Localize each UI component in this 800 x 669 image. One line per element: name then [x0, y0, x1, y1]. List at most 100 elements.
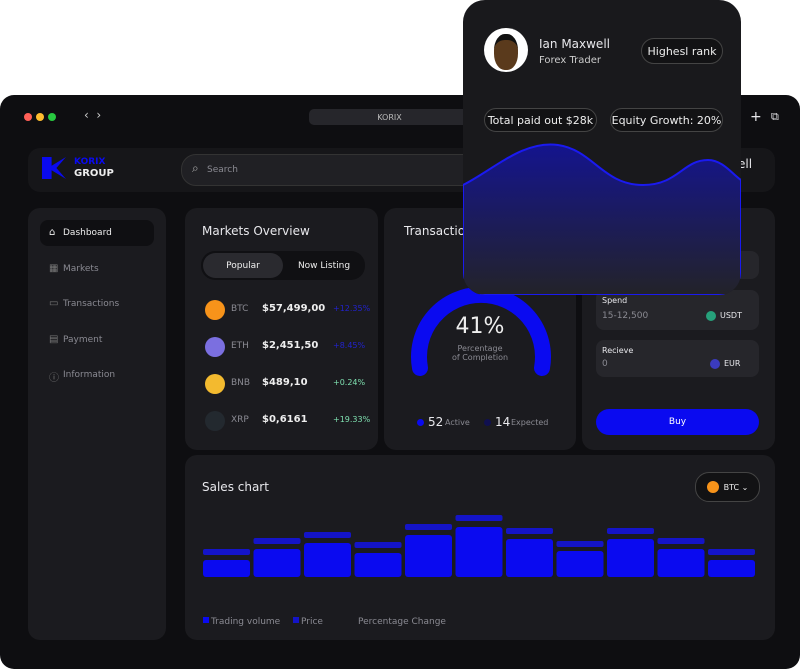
legend-label: Percentage Change	[358, 617, 446, 627]
nav-item[interactable]: Transactions	[63, 299, 120, 309]
maximize-dot[interactable]	[48, 113, 56, 121]
search-placeholder: Search	[207, 165, 238, 175]
nav-icon: ▦	[49, 262, 59, 274]
spend-currency[interactable]: USDT	[720, 311, 742, 320]
receive-value: 0	[602, 359, 608, 369]
volume-bar	[354, 553, 402, 577]
symbol: BTC	[231, 304, 249, 314]
new-tab[interactable]: +	[750, 109, 762, 125]
caption-1: Percentage	[457, 344, 503, 353]
nav-icon: ▭	[49, 298, 59, 309]
tabs[interactable]: ⧉	[771, 110, 779, 123]
back[interactable]: ‹ ›	[84, 108, 102, 122]
expected-dot	[484, 419, 491, 426]
minimize-dot[interactable]	[36, 113, 44, 121]
transactions-title: Transactions	[404, 224, 479, 238]
eur-icon	[710, 359, 720, 369]
receive-box[interactable]: Recieve 0 EUR	[596, 340, 759, 377]
change: +19.33%	[333, 415, 371, 424]
search-box[interactable]: ⌕ Search	[181, 154, 483, 186]
receive-label: Recieve	[602, 346, 634, 355]
url-bar[interactable]: KORIX	[309, 109, 470, 125]
spend-range: 15-12,500	[602, 311, 649, 321]
active-dot	[417, 419, 424, 426]
sales-title: Sales chart	[202, 480, 269, 494]
volume-bar	[253, 549, 301, 577]
volume-bar	[405, 535, 452, 577]
markets-panel: Markets Overview Popular Now Listing BTC…	[185, 208, 378, 450]
active-item-bg	[40, 220, 154, 246]
brand-line1: KORIX	[74, 157, 106, 167]
symbol: BNB	[231, 378, 251, 388]
legend-swatch	[203, 617, 209, 623]
price: $489,10	[262, 377, 308, 388]
profile-role: Forex Trader	[539, 55, 601, 66]
usdt-icon	[706, 311, 716, 321]
volume-bar	[203, 560, 250, 577]
user-name[interactable]: ell	[738, 157, 753, 171]
price-bar	[405, 524, 452, 530]
receive-currency[interactable]: EUR	[724, 359, 741, 368]
brand-line2: GROUP	[74, 168, 114, 179]
expected-count: 14	[495, 415, 511, 429]
coin: BTC	[723, 482, 740, 492]
stat-equity: Equity Growth: 20%	[610, 108, 723, 132]
legend-label: Price	[301, 617, 323, 627]
profile-name: Ian Maxwell	[539, 37, 610, 51]
spend-box[interactable]: Spend 15-12,500 USDT	[596, 290, 759, 330]
price-bar	[607, 528, 654, 534]
sales-svg: Trading volume Price Percentage Change	[203, 515, 755, 627]
coin-icon	[205, 300, 225, 320]
change: +8.45%	[333, 341, 366, 350]
nav-icon: ⓘ	[49, 373, 59, 384]
legend-swatch	[293, 617, 299, 623]
coin-icon	[205, 374, 225, 394]
nav-item[interactable]: Information	[63, 370, 116, 380]
symbol: ETH	[231, 341, 249, 351]
btc-icon	[706, 481, 719, 493]
stat-paid: Total paid out $28k	[484, 108, 597, 132]
markets-title: Markets Overview	[202, 224, 310, 238]
symbol: XRP	[231, 415, 249, 425]
nav-icon: ⌂	[49, 227, 56, 238]
buy-button[interactable]: Buy	[596, 409, 759, 435]
sidebar: ⌂ Dashboard ▦ Markets ▭ Transactions ▤ Payment ⓘ…	[28, 208, 166, 640]
volume-bar	[657, 549, 705, 577]
active-count: 52	[428, 415, 444, 429]
nav-item[interactable]: Payment	[63, 334, 103, 345]
price-bar	[708, 549, 755, 555]
close-dot[interactable]	[24, 113, 32, 121]
tab-popular[interactable]: Popular	[203, 253, 283, 278]
nav-item[interactable]: Markets	[63, 263, 99, 274]
legend-label: Trading volume	[210, 617, 281, 627]
price-bar	[304, 532, 351, 538]
logo	[42, 157, 66, 179]
rank-pill[interactable]: Highesl rank	[641, 38, 723, 64]
tabs: Popular Now Listing	[201, 251, 365, 280]
tab-now-listing[interactable]: Now Listing	[297, 260, 351, 271]
price-bar	[354, 542, 402, 548]
caption-2: of Completion	[451, 353, 509, 362]
price-bar	[506, 528, 553, 534]
volume-bar	[506, 539, 553, 577]
coin-icon	[205, 337, 225, 357]
avatar	[484, 28, 528, 72]
coin-select[interactable]: BTC ⌄	[695, 472, 760, 502]
price: $0,6161	[262, 414, 308, 425]
expected-label: Expected	[511, 418, 549, 427]
sales-panel: Sales chart BTC ⌄ Trading volume Price Per…	[185, 455, 775, 640]
url: KORIX	[377, 112, 402, 122]
profile-card: Ian Maxwell Forex Trader Highesl rank To…	[463, 0, 741, 295]
spend-label: Spend	[602, 296, 628, 305]
coin-icon	[205, 411, 225, 431]
price: $57,499,00	[262, 303, 326, 314]
nav-item[interactable]: Dashboard	[63, 228, 112, 238]
profile-wave	[463, 143, 741, 295]
volume-bar	[304, 543, 351, 577]
price: $2,451,50	[262, 340, 319, 351]
active-label: Active	[445, 418, 470, 427]
volume-bar	[556, 551, 604, 577]
volume-bar	[455, 527, 503, 577]
volume-bar	[607, 539, 654, 577]
